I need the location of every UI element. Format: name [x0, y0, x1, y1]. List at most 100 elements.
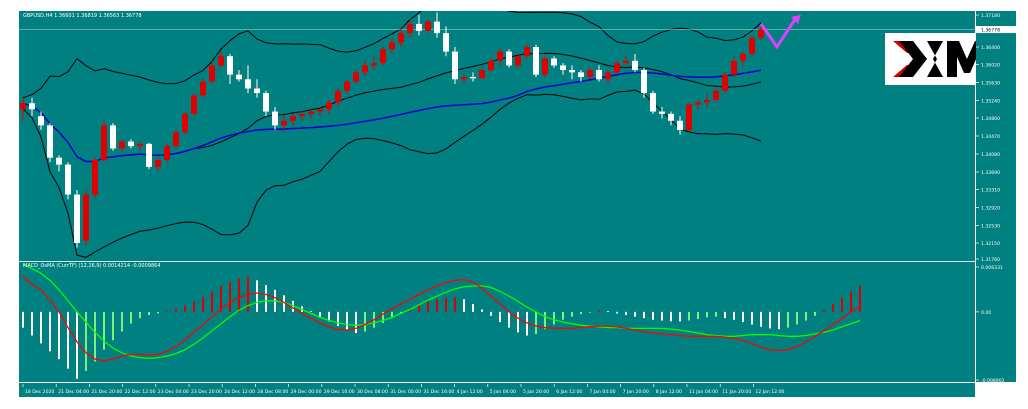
- candle: [605, 70, 611, 84]
- candle: [407, 19, 413, 38]
- candle: [254, 79, 260, 98]
- price-axis: 1.37180 1.36400 1.36020 1.35630 1.35240 1.348…: [976, 11, 1016, 384]
- time-tick-label: 30 Dec 08:00: [357, 389, 388, 395]
- time-tick-label: 7 Jan 20:00: [623, 389, 649, 395]
- candle: [362, 60, 368, 77]
- candle: [380, 46, 386, 66]
- candle: [263, 90, 269, 117]
- macd-panel[interactable]: MACD_OsMA (CurrTF) (12,26,9) 0.0014214 -…: [19, 262, 975, 382]
- time-tick-label: 21 Dec 20:00: [91, 389, 122, 395]
- candle: [443, 26, 449, 57]
- candle: [524, 44, 530, 59]
- xm-logo: [885, 33, 989, 85]
- time-tick-label: 22 Dec 12:00: [125, 389, 156, 395]
- candle: [551, 56, 557, 68]
- candle: [596, 65, 602, 82]
- time-tick-label: 11 Jan 04:00: [689, 389, 718, 395]
- candle: [137, 141, 143, 151]
- candle: [371, 56, 377, 71]
- price-tick-label: 1.36400: [981, 45, 1000, 51]
- candle: [677, 116, 683, 135]
- signal-line: [22, 264, 861, 360]
- candle: [479, 67, 485, 80]
- bollinger-lower-line: [22, 89, 762, 258]
- last-price-badge: [976, 26, 1016, 34]
- candle: [182, 111, 188, 135]
- last-price-label: 1.36778: [981, 28, 1000, 34]
- candle: [164, 143, 170, 163]
- price-tick-label: 1.32920: [981, 205, 1000, 211]
- macd-header: MACD_OsMA (CurrTF) (12,26,9) 0.0014214 -…: [23, 263, 161, 269]
- candle: [533, 44, 539, 77]
- candle: [425, 19, 431, 34]
- candle: [209, 60, 215, 84]
- time-tick-label: 21 Dec 04:00: [58, 389, 89, 395]
- candle: [56, 155, 62, 172]
- time-tick-label: 31 Dec 16:00: [423, 389, 454, 395]
- price-tick-label: 1.35630: [981, 80, 1000, 86]
- macd-tick-label: 0.006331: [981, 265, 1003, 271]
- bollinger-upper-line: [22, 0, 762, 99]
- time-tick-label: 23 Dec 04:00: [158, 389, 189, 395]
- candle: [569, 65, 575, 80]
- candle: [227, 53, 233, 84]
- candle: [92, 157, 98, 200]
- candle: [749, 35, 755, 57]
- candle: [29, 97, 35, 117]
- candle: [128, 139, 134, 149]
- price-chart-panel[interactable]: GBPUSD,H4 1.36601 1.36819 1.36563 1.3677…: [19, 0, 989, 261]
- candle: [452, 46, 458, 84]
- candle: [299, 111, 305, 121]
- time-tick-label: 5 Jan 04:00: [490, 389, 516, 395]
- candle: [578, 70, 584, 82]
- candle: [191, 93, 197, 117]
- candle: [335, 88, 341, 107]
- time-tick-label: 23 Dec 20:00: [191, 389, 222, 395]
- time-tick-label: 8 Jan 12:00: [656, 389, 682, 395]
- candle: [704, 93, 710, 107]
- candle: [308, 109, 314, 119]
- candle: [614, 60, 620, 75]
- candle: [731, 56, 737, 77]
- price-chart: [19, 0, 975, 258]
- candle: [119, 139, 125, 154]
- forecast-arrow: [759, 18, 797, 50]
- candle: [542, 56, 548, 77]
- candle: [758, 26, 764, 40]
- candle: [38, 111, 44, 131]
- candle: [497, 46, 503, 66]
- candle: [695, 100, 701, 110]
- candle: [434, 12, 440, 38]
- price-tick-label: 1.33690: [981, 170, 1000, 176]
- time-tick-label: 12 Jan 12:00: [755, 389, 784, 395]
- time-tick-label: 28 Dec 08:00: [257, 389, 288, 395]
- candle: [641, 67, 647, 98]
- price-tick-label: 1.34080: [981, 152, 1000, 158]
- price-tick-label: 1.32150: [981, 241, 1000, 247]
- candle: [344, 79, 350, 94]
- price-tick-label: 1.34470: [981, 134, 1000, 140]
- macd-chart: [22, 264, 861, 379]
- price-tick-label: 1.37180: [981, 13, 1000, 19]
- time-tick-label: 29 Dec 00:00: [291, 389, 322, 395]
- price-tick-label: 1.32530: [981, 223, 1000, 229]
- price-tick-label: 1.36020: [981, 63, 1000, 69]
- candle: [488, 58, 494, 73]
- candle: [281, 116, 287, 133]
- candle: [470, 72, 476, 82]
- forecast-arrowhead: [791, 14, 801, 24]
- time-tick-label: 11 Jan 20:00: [722, 389, 751, 395]
- candle: [20, 97, 26, 121]
- moving-average-line: [22, 69, 762, 163]
- candle: [740, 51, 746, 66]
- candle: [101, 120, 107, 163]
- price-tick-label: 1.33310: [981, 188, 1000, 194]
- candle: [632, 53, 638, 73]
- candle: [659, 106, 665, 119]
- candle: [65, 162, 71, 200]
- time-tick-label: 4 Jan 12:00: [457, 389, 483, 395]
- price-tick-label: 1.35240: [981, 98, 1000, 104]
- time-tick-label: 31 Dec 00:00: [390, 389, 421, 395]
- macd-line: [22, 275, 861, 362]
